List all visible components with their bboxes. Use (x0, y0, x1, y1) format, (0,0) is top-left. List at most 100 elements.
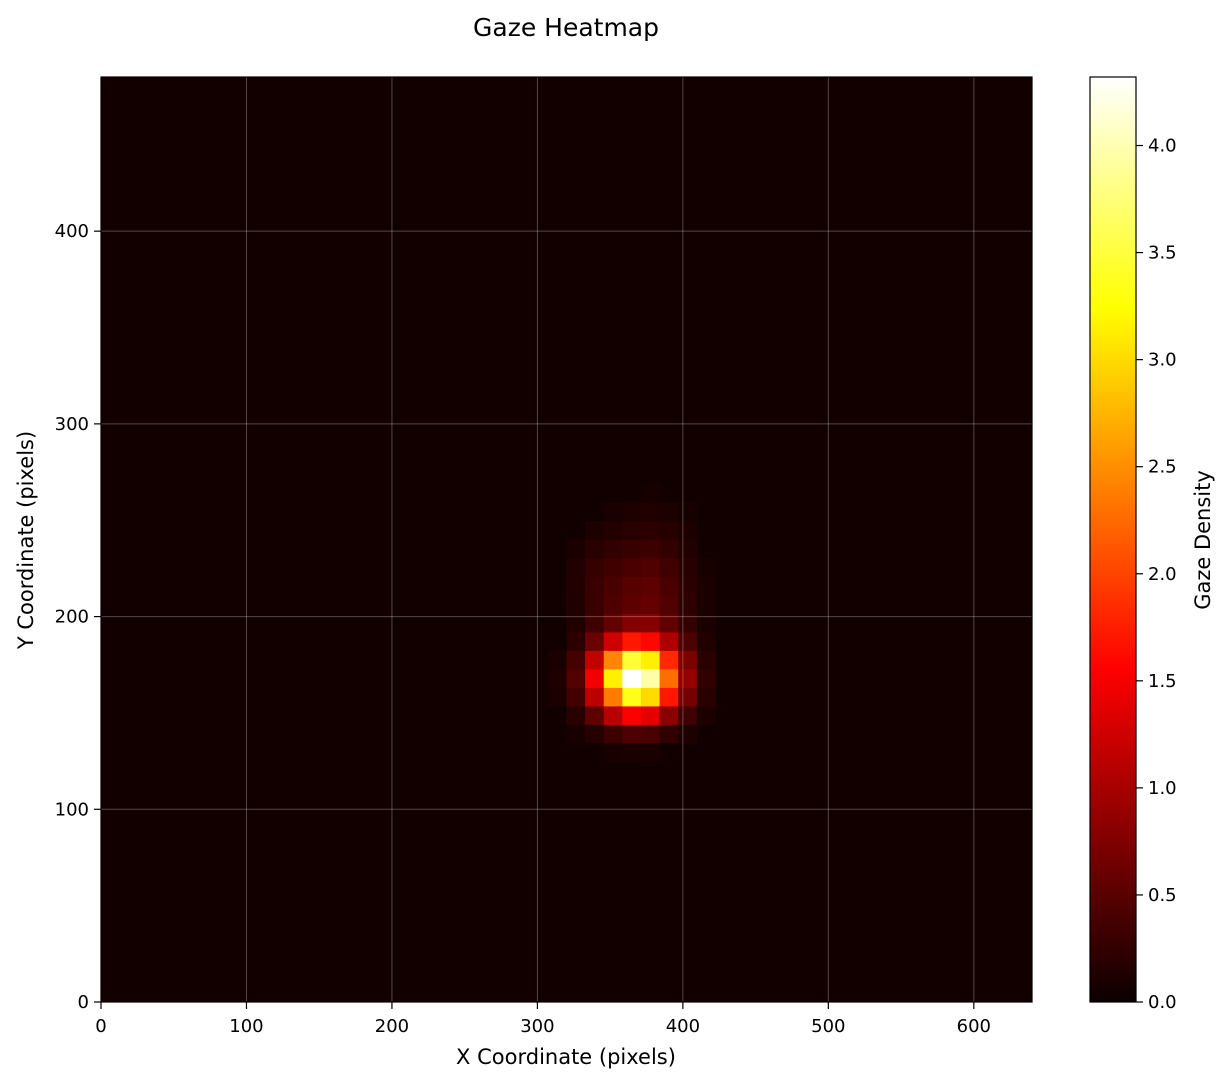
heatmap-cell (566, 576, 586, 596)
heatmap-cell (678, 687, 698, 707)
heatmap-cell (696, 706, 716, 725)
heatmap-cell (640, 613, 660, 633)
heatmap-cell (678, 558, 698, 577)
heatmap-cell (659, 632, 679, 651)
heatmap-cell (696, 558, 716, 577)
heatmap-cell (659, 539, 679, 559)
heatmap-cell (547, 687, 567, 707)
colorbar-tick-label: 2.0 (1148, 564, 1177, 585)
heatmap-cell (603, 632, 623, 651)
heatmap-cell (678, 539, 698, 559)
heatmap-cell (622, 502, 642, 522)
heatmap-cell (659, 706, 679, 725)
x-axis: 0 100 200 300 400 500 600 (95, 1002, 991, 1037)
heatmap-cell (585, 650, 605, 670)
colorbar-tick-label: 4.0 (1148, 136, 1177, 157)
x-tick-label: 300 (520, 1016, 554, 1037)
heatmap-cell (622, 521, 642, 540)
plot-frame (100, 76, 1033, 1003)
heatmap-cell (566, 632, 586, 651)
heatmap-cell (603, 558, 623, 577)
heatmap-cell (696, 613, 716, 633)
heatmap-cell (659, 576, 679, 596)
heatmap-cell (659, 558, 679, 577)
heatmap-cell (603, 521, 623, 540)
heatmap-cell (603, 724, 623, 744)
heatmap-cell (566, 669, 586, 688)
y-axis: 0 100 200 300 400 (55, 221, 101, 1013)
chart-title: Gaze Heatmap (473, 13, 659, 42)
heatmap-cell (622, 669, 642, 688)
heatmap-cell (547, 650, 567, 670)
heatmap-cell (585, 724, 605, 744)
x-tick-label: 600 (957, 1016, 991, 1037)
heatmap-cell (640, 650, 660, 670)
heatmap-cell (585, 521, 605, 540)
grid-lines (101, 77, 1032, 1002)
heatmap-cell (659, 687, 679, 707)
heatmap-cell (566, 539, 586, 559)
heatmap-cell (640, 743, 660, 762)
x-tick-label: 500 (811, 1016, 845, 1037)
heatmap-cell (696, 687, 716, 707)
y-tick-label: 300 (55, 414, 89, 435)
heatmap-cell (640, 724, 660, 744)
heatmap-cell (566, 724, 586, 744)
heatmap-cell (659, 650, 679, 670)
heatmap-cell (696, 669, 716, 688)
heatmap-cell (678, 724, 698, 744)
heatmap-cell (622, 558, 642, 577)
heatmap-cell (640, 502, 660, 522)
heatmap-cell (622, 706, 642, 725)
heatmap-cell (603, 743, 623, 762)
x-tick-label: 0 (95, 1016, 106, 1037)
heatmap-cell (640, 595, 660, 614)
y-tick-label: 0 (78, 992, 89, 1013)
x-tick-label: 100 (229, 1016, 263, 1037)
heatmap-cell (659, 613, 679, 633)
y-tick-label: 100 (55, 799, 89, 820)
heatmap-cell (640, 669, 660, 688)
heatmap-cell (678, 576, 698, 596)
heatmap-cell (603, 613, 623, 633)
heatmap-cell (585, 595, 605, 614)
y-axis-label: Y Coordinate (pixels) (14, 431, 38, 650)
heatmap-cell (566, 706, 586, 725)
heatmap-cell (640, 521, 660, 540)
heatmap-cell (566, 650, 586, 670)
y-tick-label: 400 (55, 221, 89, 242)
heatmap-cell (678, 595, 698, 614)
heatmap-cell (640, 539, 660, 559)
colorbar-tick-label: 3.0 (1148, 350, 1177, 371)
heatmap-cell (640, 706, 660, 725)
heatmap-cell (640, 632, 660, 651)
colorbar-tick-label: 0.0 (1148, 992, 1177, 1013)
heatmap-cell (585, 613, 605, 633)
x-axis-label: X Coordinate (pixels) (456, 1045, 676, 1069)
heatmap-cell (603, 706, 623, 725)
heatmap-cell (622, 724, 642, 744)
colorbar (1089, 76, 1137, 1003)
heatmap-cell (622, 613, 642, 633)
heatmap-cell (696, 650, 716, 670)
x-tick-label: 400 (666, 1016, 700, 1037)
heatmap-cell (622, 539, 642, 559)
heatmap-cell (678, 502, 698, 522)
heatmap-cell (585, 669, 605, 688)
heatmap-cell (603, 576, 623, 596)
y-tick-label: 200 (55, 607, 89, 628)
colorbar-tick-label: 1.5 (1148, 671, 1177, 692)
heatmap-cell (678, 669, 698, 688)
heatmap-cell (622, 595, 642, 614)
heatmap-cell (622, 650, 642, 670)
heatmap-cell (547, 669, 567, 688)
heatmap-cell (678, 613, 698, 633)
heatmap-cell (640, 687, 660, 707)
heatmap-cell (585, 632, 605, 651)
heatmap-cell (622, 687, 642, 707)
colorbar-label: Gaze Density (1191, 470, 1215, 610)
x-tick-label: 200 (375, 1016, 409, 1037)
heatmap-cell (622, 743, 642, 762)
